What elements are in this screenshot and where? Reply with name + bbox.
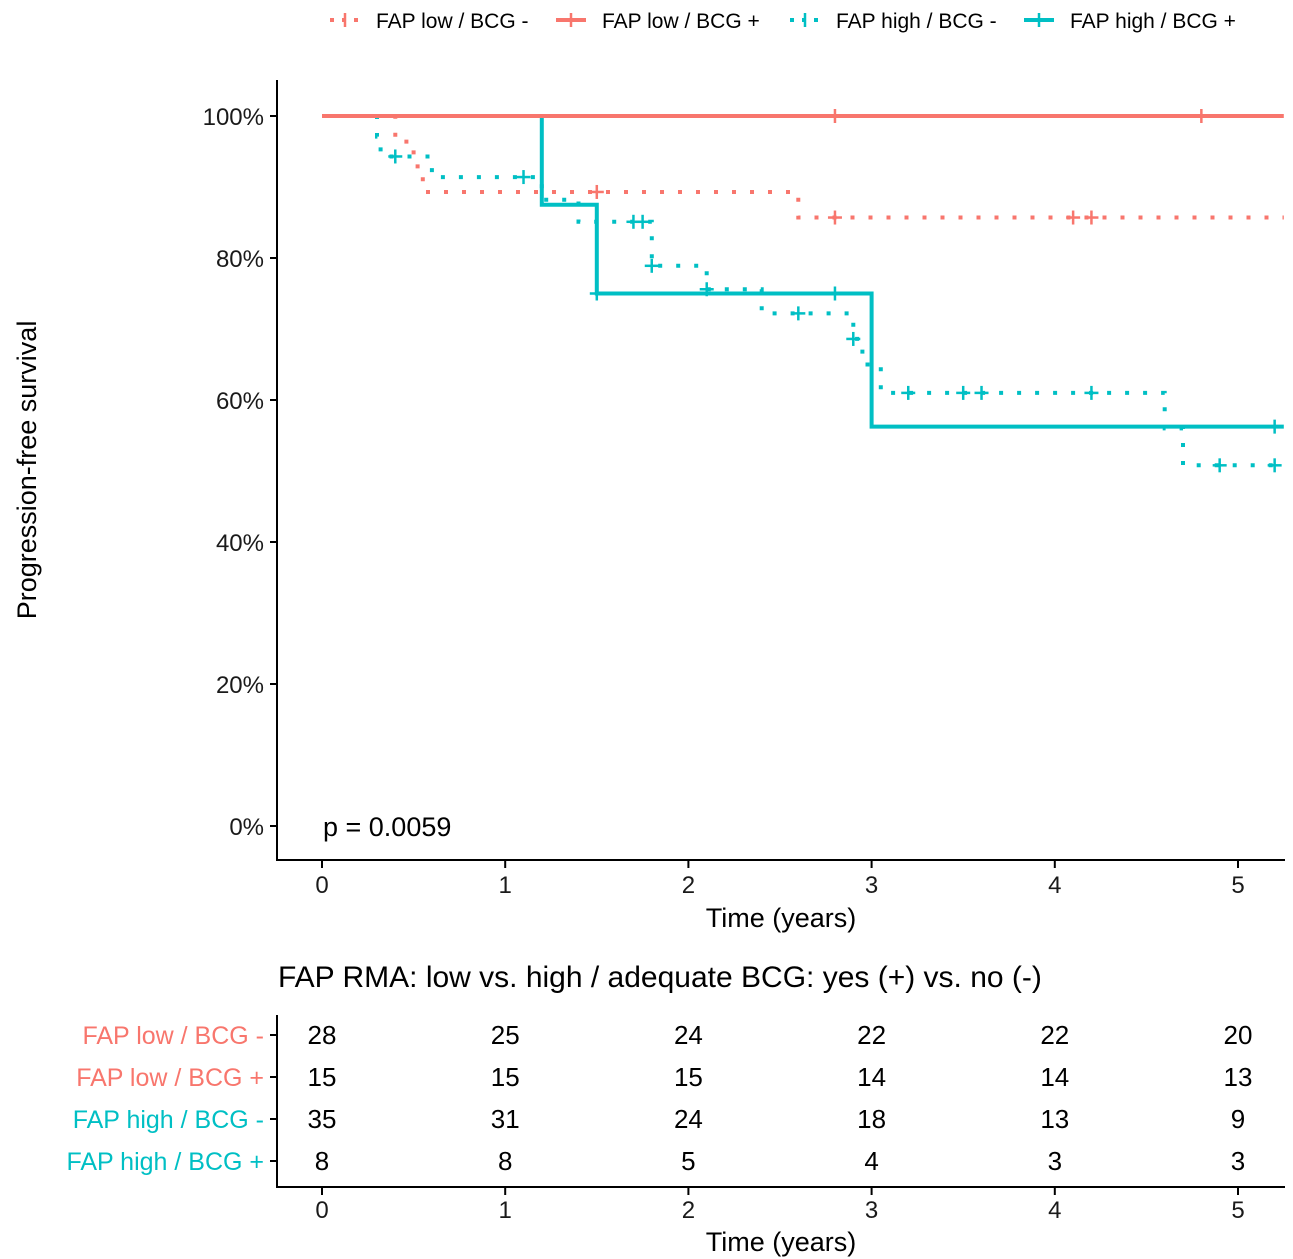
survival-line-3 <box>322 114 1284 429</box>
risk-count: 15 <box>674 1062 703 1092</box>
risk-count: 13 <box>1224 1062 1253 1092</box>
risk-count: 4 <box>864 1146 878 1176</box>
censor-mark <box>516 170 531 185</box>
risk-count: 14 <box>1040 1062 1069 1092</box>
y-tick-label: 100% <box>203 104 264 131</box>
risk-count: 13 <box>1040 1104 1069 1134</box>
risk-row-label: FAP high / BCG + <box>66 1148 264 1176</box>
risk-row: FAP high / BCG + 8 8 5 4 3 3 <box>66 1146 1245 1176</box>
censor-mark <box>635 214 650 229</box>
p-value-annotation: p = 0.0059 <box>323 812 451 842</box>
x-tick-label: 4 <box>1048 872 1061 899</box>
x-tick-label: 3 <box>865 872 878 899</box>
risk-count: 28 <box>308 1020 337 1050</box>
risk-x-tick-label: 1 <box>499 1197 512 1224</box>
censor-mark <box>901 385 916 400</box>
y-axis-title: Progression-free survival <box>12 321 42 620</box>
censor-mark <box>1212 458 1227 473</box>
censor-mark <box>827 286 842 301</box>
risk-count: 8 <box>498 1146 512 1176</box>
censor-mark <box>1267 419 1282 434</box>
risk-count: 22 <box>1040 1020 1069 1050</box>
survival-line-0 <box>322 114 1284 220</box>
censor-mark <box>956 385 971 400</box>
risk-x-tick-label: 3 <box>865 1197 878 1224</box>
risk-count: 3 <box>1048 1146 1062 1176</box>
censor-mark <box>589 184 604 199</box>
risk-x-axis-title: Time (years) <box>706 1227 857 1257</box>
x-ticks: 0 1 2 3 4 5 <box>315 860 1245 899</box>
censor-mark <box>791 306 806 321</box>
x-tick-label: 2 <box>682 872 695 899</box>
risk-x-tick-label: 2 <box>682 1197 695 1224</box>
survival-curves <box>322 109 1284 473</box>
risk-count: 15 <box>308 1062 337 1092</box>
risk-row: FAP high / BCG - 35 31 24 18 13 9 <box>73 1104 1246 1134</box>
risk-count: 25 <box>491 1020 520 1050</box>
legend-item: FAP high / BCG - <box>790 10 997 33</box>
risk-count: 9 <box>1231 1104 1245 1134</box>
risk-row-label: FAP high / BCG - <box>73 1106 264 1134</box>
risk-count: 24 <box>674 1104 703 1134</box>
censor-mark <box>974 385 989 400</box>
legend: FAP low / BCG - FAP low / BCG + FAP high /… <box>330 10 1236 33</box>
risk-row-label: FAP low / BCG + <box>76 1064 264 1092</box>
censor-mark <box>1084 210 1099 225</box>
risk-count: 22 <box>857 1020 886 1050</box>
legend-label: FAP high / BCG + <box>1070 10 1236 33</box>
y-tick-label: 0% <box>229 814 264 841</box>
y-ticks: 0% 20% 40% 60% 80% 100% <box>203 104 277 841</box>
risk-x-ticks: 0 1 2 3 4 5 <box>315 1187 1245 1224</box>
legend-item: FAP low / BCG - <box>330 10 529 33</box>
censor-mark <box>388 149 403 164</box>
risk-count: 35 <box>308 1104 337 1134</box>
y-tick-label: 60% <box>216 388 264 415</box>
risk-count: 3 <box>1231 1146 1245 1176</box>
x-tick-label: 5 <box>1231 872 1244 899</box>
risk-table-title: FAP RMA: low vs. high / adequate BCG: ye… <box>278 961 1042 994</box>
censor-mark <box>1194 109 1209 123</box>
risk-count: 20 <box>1224 1020 1253 1050</box>
risk-count: 15 <box>491 1062 520 1092</box>
censor-mark <box>1066 210 1081 225</box>
x-tick-label: 0 <box>315 872 328 899</box>
legend-item: FAP high / BCG + <box>1024 10 1236 33</box>
y-tick-label: 80% <box>216 246 264 273</box>
km-plot: 0% 20% 40% 60% 80% 100% 0 1 2 3 4 5 p = 0.0059 Tim… <box>12 80 1285 933</box>
censor-mark <box>644 258 659 273</box>
survival-line-2 <box>322 114 1284 468</box>
y-tick-label: 20% <box>216 672 264 699</box>
risk-count: 8 <box>315 1146 329 1176</box>
x-tick-label: 1 <box>499 872 512 899</box>
risk-count: 24 <box>674 1020 703 1050</box>
risk-count: 18 <box>857 1104 886 1134</box>
risk-row: FAP low / BCG + 15 15 15 14 14 13 <box>76 1062 1252 1092</box>
censor-mark <box>846 331 861 346</box>
risk-x-tick-label: 5 <box>1231 1197 1244 1224</box>
legend-label: FAP low / BCG - <box>376 10 529 33</box>
censor-mark <box>1084 385 1099 400</box>
risk-x-tick-label: 0 <box>315 1197 328 1224</box>
risk-count: 14 <box>857 1062 886 1092</box>
risk-x-tick-label: 4 <box>1048 1197 1061 1224</box>
risk-table: FAP RMA: low vs. high / adequate BCG: ye… <box>66 961 1285 1257</box>
x-axis-title: Time (years) <box>706 903 857 933</box>
legend-item: FAP low / BCG + <box>556 10 760 33</box>
censor-mark <box>827 109 842 123</box>
risk-count: 31 <box>491 1104 520 1134</box>
legend-label: FAP high / BCG - <box>836 10 997 33</box>
risk-row-label: FAP low / BCG - <box>82 1022 264 1050</box>
legend-label: FAP low / BCG + <box>602 10 760 33</box>
censor-mark <box>827 210 842 225</box>
risk-row: FAP low / BCG - 28 25 24 22 22 20 <box>82 1020 1252 1050</box>
censor-mark <box>1267 458 1282 473</box>
risk-count: 5 <box>681 1146 695 1176</box>
y-tick-label: 40% <box>216 530 264 557</box>
censor-mark <box>589 286 604 301</box>
